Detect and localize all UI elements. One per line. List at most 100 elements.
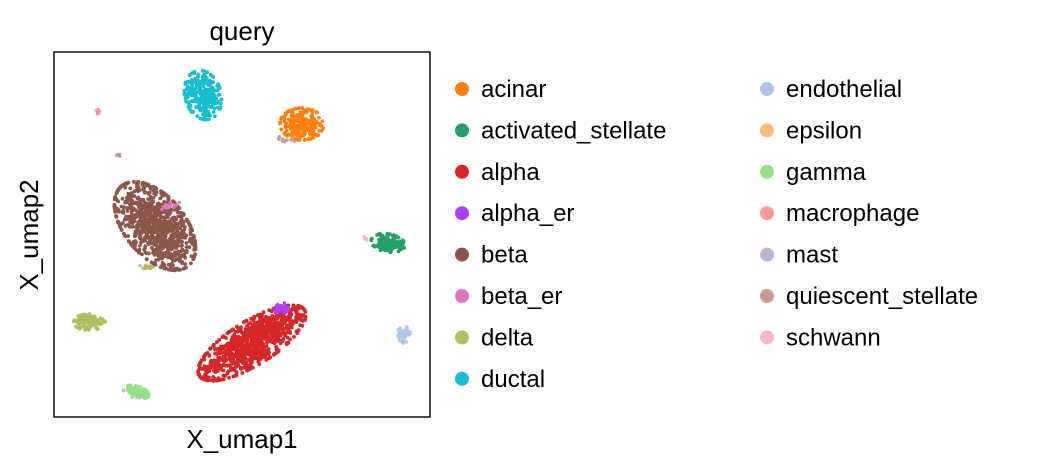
point-alpha [249,364,254,369]
point-beta [156,253,161,258]
point-ductal [208,79,213,84]
point-beta [123,217,128,222]
point-ductal [202,104,206,108]
point-beta [142,186,146,191]
point-alpha [263,332,268,337]
point-alpha [213,351,218,356]
point-beta [135,196,140,201]
point-beta [178,221,182,226]
legend-item-alpha_er: alpha_er [455,200,574,227]
point-alpha [269,318,274,322]
point-beta [142,247,147,252]
point-beta [190,236,194,241]
point-beta [136,202,141,207]
point-alpha [240,371,245,375]
point-acinar [320,119,325,124]
point-delta [77,315,82,319]
point-alpha [220,335,225,340]
point-alpha [288,331,292,335]
point-alpha [235,324,239,329]
point-beta [178,256,182,261]
point-ductal [200,80,205,85]
point-delta [91,323,95,327]
legend-label: mast [786,242,838,269]
point-beta [176,251,181,256]
point-ductal [198,108,203,113]
point-alpha_er [279,303,283,308]
point-alpha [235,336,239,340]
point-beta [125,209,130,213]
point-alpha [249,349,253,354]
point-beta [192,255,196,260]
point-acinar [301,133,306,138]
legend-label: alpha_er [481,200,574,227]
point-alpha [213,377,217,382]
point-beta [181,222,186,227]
point-beta [187,245,192,250]
point-ductal [217,86,222,90]
point-beta [140,252,144,257]
point-beta [126,234,131,238]
point-acinar [303,117,308,122]
point-ductal [204,104,209,108]
point-alpha [239,346,244,351]
minor-cluster-quiescent_stellate [114,152,122,158]
point-alpha [229,337,234,342]
point-alpha [216,355,221,360]
point-ductal [208,98,213,102]
point-alpha [277,339,282,343]
point-alpha_er [284,308,288,313]
point-beta [166,249,171,254]
point-beta [160,260,165,265]
point-alpha [216,351,221,356]
legend-item-delta: delta [455,324,534,351]
point-beta [146,219,151,224]
point-ductal [190,71,194,75]
point-acinar [288,108,293,113]
point-alpha [231,340,236,344]
point-beta [138,243,142,248]
point-ductal [185,95,190,99]
point-beta [139,237,144,242]
point-beta [146,236,151,240]
point-beta [123,224,128,228]
point-acinar [296,106,301,111]
point-alpha [296,304,300,308]
point-alpha [277,321,282,326]
point-beta [182,219,186,224]
point-beta [180,247,185,252]
point-beta [124,181,129,186]
point-beta [174,257,179,262]
point-activated_stellate [379,234,383,239]
point-alpha [236,348,241,353]
point-ductal [190,99,194,104]
legend-marker [455,247,469,262]
point-beta [137,224,142,229]
point-alpha [303,314,308,319]
point-beta [136,212,141,217]
point-beta [146,192,151,196]
point-ductal [196,104,201,108]
point-endothelial [401,341,406,345]
point-ductal [203,87,208,92]
point-beta [157,218,162,223]
legend-label: macrophage [786,200,919,227]
point-alpha [248,342,253,347]
point-alpha [264,317,269,321]
point-gamma [137,391,142,396]
point-beta [156,233,161,238]
point-beta [190,242,195,246]
point-beta [176,210,180,215]
point-alpha_er [276,306,280,311]
legend-item-gamma: gamma [760,159,867,186]
legend-item-alpha: alpha [455,159,540,186]
point-ductal [190,110,194,114]
point-ductal [200,96,204,100]
point-beta [153,222,158,226]
point-delta [138,264,142,268]
point-beta [151,188,156,193]
point-ductal [212,114,217,119]
point-ductal [184,99,189,104]
minor-cluster-macrophage [94,107,102,116]
